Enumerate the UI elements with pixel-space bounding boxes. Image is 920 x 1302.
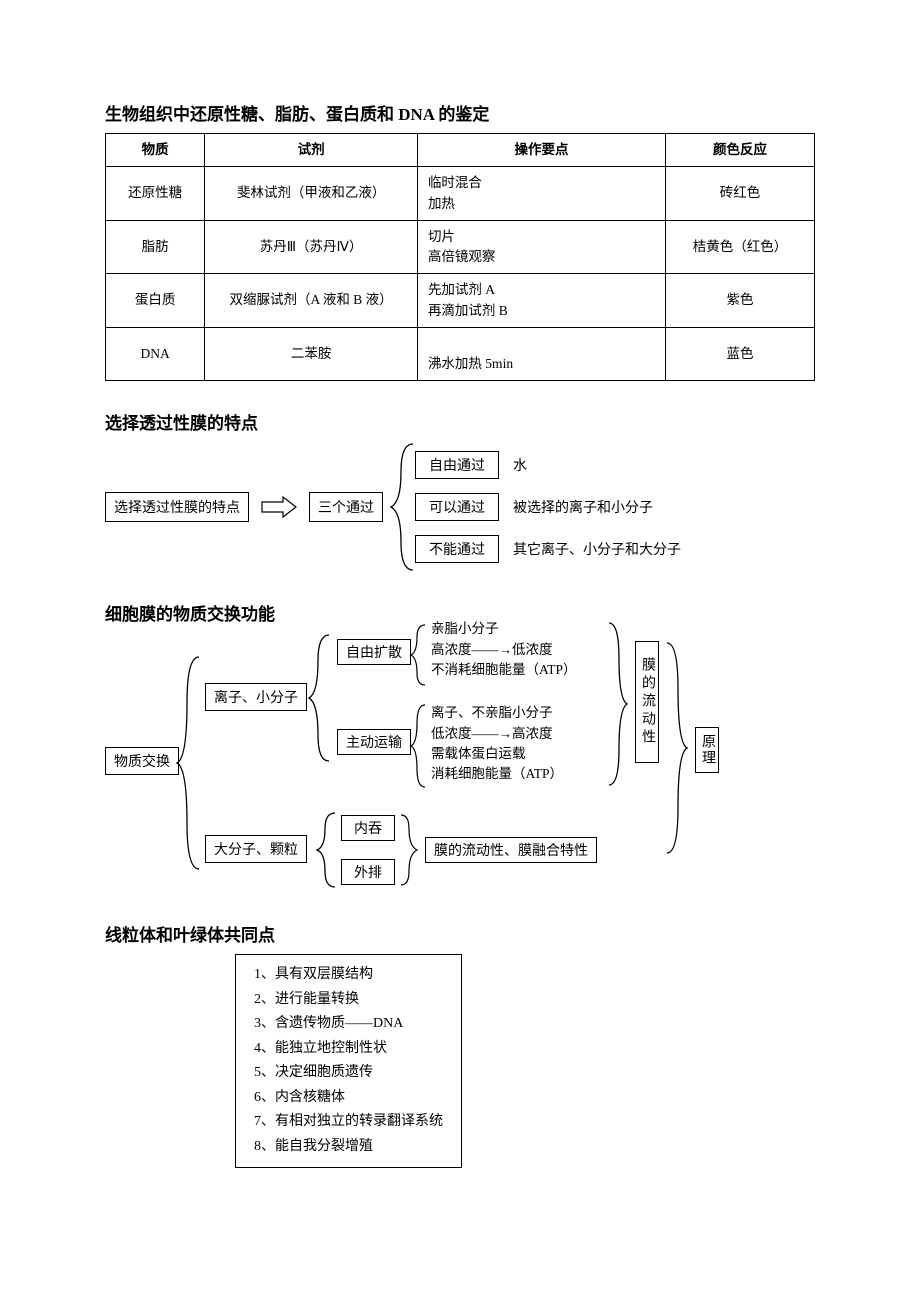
section1-title: 生物组织中还原性糖、脂肪、蛋白质和 DNA 的鉴定 [105,100,815,125]
table-cell: 临时混合加热 [417,167,665,221]
table-cell: 斐林试剂（甲液和乙液） [205,167,418,221]
t2-0: 离子、不亲脂小分子 [431,703,563,723]
ions-box: 离子、小分子 [205,683,307,711]
section-common-points: 线粒体和叶绿体共同点 1、具有双层膜结构2、进行能量转换3、含遗传物质——DNA… [105,921,815,1168]
th-operation: 操作要点 [417,134,665,167]
right-brace-fluidity-icon [607,621,629,787]
table-cell: 二苯胺 [205,327,418,381]
arrow-icon [261,496,297,518]
table-cell: 紫色 [666,274,815,328]
pass-type-box: 可以通过 [415,493,499,521]
table-cell: 砖红色 [666,167,815,221]
identification-table: 物质 试剂 操作要点 颜色反应 还原性糖斐林试剂（甲液和乙液）临时混合加热砖红色… [105,133,815,381]
pass-type-desc: 其它离子、小分子和大分子 [513,539,681,559]
list-item: 4、能独立地控制性状 [254,1037,443,1062]
free-diffusion-box: 自由扩散 [337,639,411,665]
th-color: 颜色反应 [666,134,815,167]
table-row: 脂肪苏丹Ⅲ（苏丹Ⅳ）切片高倍镜观察桔黄色（红色） [106,220,815,274]
t2-1: 低浓度——→高浓度 [431,724,563,744]
list-item: 5、决定细胞质遗传 [254,1061,443,1086]
table-cell: 脂肪 [106,220,205,274]
section2-title: 选择透过性膜的特点 [105,409,815,434]
exchange-root-box: 物质交换 [105,747,179,775]
list-item: 3、含遗传物质——DNA [254,1012,443,1037]
pass-type-box: 不能通过 [415,535,499,563]
table-cell: 苏丹Ⅲ（苏丹Ⅳ） [205,220,418,274]
table-cell: 桔黄色（红色） [666,220,815,274]
section-identification: 生物组织中还原性糖、脂肪、蛋白质和 DNA 的鉴定 物质 试剂 操作要点 颜色反… [105,100,815,381]
table-row: DNA二苯胺沸水加热 5min蓝色 [106,327,815,381]
table-row: 还原性糖斐林试剂（甲液和乙液）临时混合加热砖红色 [106,167,815,221]
endocytosis-box: 内吞 [341,815,395,841]
diagram-exchange: 物质交换 离子、小分子 大分子、颗粒 自由扩散 主动运输 内吞 外排 [105,633,815,893]
active-transport-text: 离子、不亲脂小分子 低浓度——→高浓度 需载体蛋白运载 消耗细胞能量（ATP） [431,703,563,784]
table-cell: 沸水加热 5min [417,327,665,381]
brace-active-icon [409,703,427,789]
list-item: 2、进行能量转换 [254,988,443,1013]
th-substance: 物质 [106,134,205,167]
table-header-row: 物质 试剂 操作要点 颜色反应 [106,134,815,167]
membrane-item-row: 自由通过水 [415,451,681,479]
table-cell: 切片高倍镜观察 [417,220,665,274]
active-transport-box: 主动运输 [337,729,411,755]
brace-ions-icon [307,633,331,763]
principle-box: 原理 [695,727,719,773]
table-cell: 先加试剂 A再滴加试剂 B [417,274,665,328]
membrane-item-row: 可以通过被选择的离子和小分子 [415,493,681,521]
brace-macro-icon [315,811,337,889]
pass-type-desc: 被选择的离子和小分子 [513,497,653,517]
table-cell: 还原性糖 [106,167,205,221]
t2-3: 消耗细胞能量（ATP） [431,764,563,784]
right-brace-endo-icon [399,813,419,887]
membrane-item-row: 不能通过其它离子、小分子和大分子 [415,535,681,563]
pass-type-desc: 水 [513,455,527,475]
t1-0: 亲脂小分子 [431,619,577,639]
section4-title: 线粒体和叶绿体共同点 [105,921,815,946]
brace-root-icon [175,655,201,871]
t1-1: 高浓度——→低浓度 [431,640,577,660]
table-cell: 蛋白质 [106,274,205,328]
list-item: 7、有相对独立的转录翻译系统 [254,1110,443,1135]
right-brace-principle-icon [665,641,689,855]
common-points-box: 1、具有双层膜结构2、进行能量转换3、含遗传物质——DNA4、能独立地控制性状5… [235,954,462,1168]
table-cell: 双缩脲试剂（A 液和 B 液） [205,274,418,328]
free-diffusion-text: 亲脂小分子 高浓度——→低浓度 不消耗细胞能量（ATP） [431,619,577,680]
th-reagent: 试剂 [205,134,418,167]
fluidity-box: 膜的流动性 [635,641,659,763]
list-item: 8、能自我分裂增殖 [254,1135,443,1160]
pass-type-box: 自由通过 [415,451,499,479]
root-box: 选择透过性膜的特点 [105,492,249,522]
diagram-membrane-feature: 选择透过性膜的特点 三个通过 自由通过水可以通过被选择的离子和小分子不能通过其它… [105,442,815,572]
brace-free-icon [409,623,427,687]
table-cell: 蓝色 [666,327,815,381]
exocytosis-box: 外排 [341,859,395,885]
table-row: 蛋白质双缩脲试剂（A 液和 B 液）先加试剂 A再滴加试剂 B紫色 [106,274,815,328]
membrane-fusion-box: 膜的流动性、膜融合特性 [425,837,597,863]
t1-2: 不消耗细胞能量（ATP） [431,660,577,680]
list-item: 1、具有双层膜结构 [254,963,443,988]
list-item: 6、内含核糖体 [254,1086,443,1111]
section-membrane-feature: 选择透过性膜的特点 选择透过性膜的特点 三个通过 自由通过水可以通过被选择的离子… [105,409,815,572]
mid-box: 三个通过 [309,492,383,522]
t2-2: 需载体蛋白运载 [431,744,563,764]
section-exchange: 细胞膜的物质交换功能 物质交换 离子、小分子 大分子、颗粒 自由扩散 主动运输 … [105,600,815,893]
macro-box: 大分子、颗粒 [205,835,307,863]
left-brace-icon [389,442,415,572]
table-cell: DNA [106,327,205,381]
